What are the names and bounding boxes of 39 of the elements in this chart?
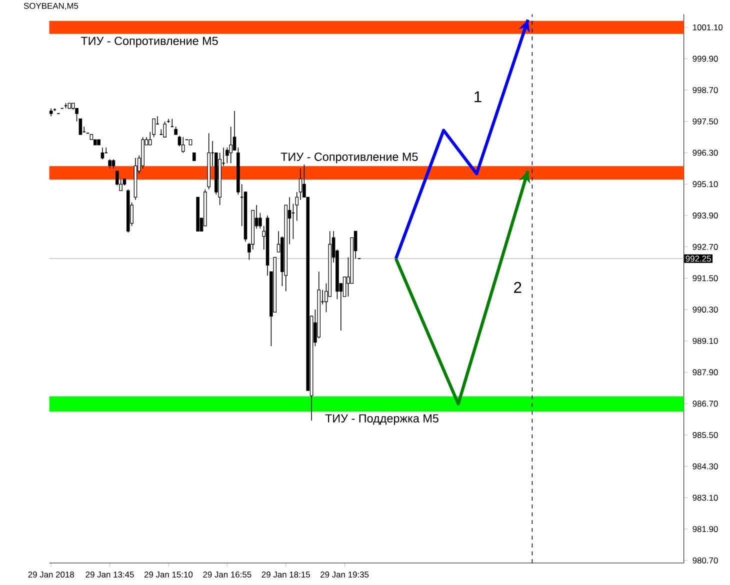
candlestick xyxy=(232,110,236,150)
y-tick-label: 985.50 xyxy=(692,432,718,438)
x-tick-label: 29 Jan 19:35 xyxy=(320,571,369,578)
candlestick xyxy=(182,136,185,154)
annotation: 1 xyxy=(474,91,482,102)
y-tick-label: 986.70 xyxy=(692,400,718,407)
x-tick-label: 29 Jan 16:55 xyxy=(203,571,252,578)
annotation: 2 xyxy=(514,282,522,293)
x-tick-label: 29 Jan 18:15 xyxy=(262,571,310,578)
y-tick-label: 987.90 xyxy=(692,369,718,376)
y-tick-label: 989.10 xyxy=(692,338,718,344)
y-tick-label: 995.10 xyxy=(692,181,718,188)
y-tick-label: 998.70 xyxy=(692,87,718,93)
y-tick-label: 980.70 xyxy=(692,557,718,564)
y-tick-label: 990.30 xyxy=(692,306,718,312)
band-label: ТИУ - Поддержка М5 xyxy=(325,414,438,425)
chart-title: SOYBEAN,M5 xyxy=(24,2,78,10)
candlestick xyxy=(100,147,104,160)
y-tick-label: 1001.10 xyxy=(693,24,723,30)
candlestick xyxy=(78,118,82,135)
y-tick-label: 992.70 xyxy=(692,244,718,250)
x-tick-label: 29 Jan 13:45 xyxy=(86,571,134,578)
y-tick-label: 984.30 xyxy=(692,463,718,470)
y-tick-label: 999.90 xyxy=(692,56,718,62)
band-label: ТИУ - Сопротивление М5 xyxy=(80,36,218,48)
x-tick-label: 29 Jan 15:10 xyxy=(144,571,193,578)
y-tick-label: 981.90 xyxy=(692,526,718,532)
x-tick-label: 29 Jan 2018 xyxy=(28,571,74,578)
y-tick-label: 997.50 xyxy=(692,118,718,124)
y-tick-label: 983.10 xyxy=(692,494,718,501)
y-tick-label: 991.50 xyxy=(692,275,718,282)
candlestick xyxy=(229,126,232,164)
band-label: ТИУ - Сопротивление М5 xyxy=(280,152,418,164)
y-tick-label: 993.90 xyxy=(692,212,718,218)
y-tick-label: 996.30 xyxy=(692,150,718,156)
ref-line-label: 992.25 xyxy=(686,256,711,262)
candlestick xyxy=(163,120,166,138)
candlestick xyxy=(108,158,112,169)
candlestick xyxy=(152,118,156,138)
